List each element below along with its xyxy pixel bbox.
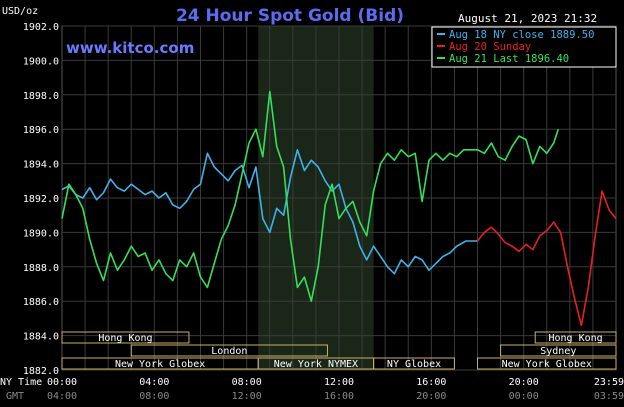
series-line-0 [61, 149, 478, 275]
y-tick-label: 1888.0 [23, 263, 59, 274]
y-tick-label: 1898.0 [23, 91, 59, 102]
y-tick-label: 1902.0 [23, 22, 59, 33]
timestamp: August 21, 2023 21:32 [458, 12, 597, 25]
legend-entry: Aug 18 NY close 1889.50 [449, 29, 594, 41]
session-label: Hong Kong [549, 333, 603, 344]
x-tick-label-gmt: 08:00 [139, 391, 169, 402]
session-bar [130, 344, 328, 357]
y-tick-label: 1896.0 [23, 125, 59, 136]
session-label: New York Globex [115, 359, 205, 370]
session-label: London [211, 346, 247, 357]
session-label: Sydney [540, 346, 576, 357]
x-tick-label-ny: 04:00 [139, 377, 169, 388]
x-tick-label-ny: 12:00 [324, 377, 354, 388]
x-tick-label-ny: 23:59 [594, 377, 624, 388]
y-tick-label: 1884.0 [23, 332, 59, 343]
x-tick-label-ny: 08:00 [232, 377, 262, 388]
legend-entry: Aug 20 Sunday [449, 41, 531, 53]
session-bar [477, 357, 617, 370]
x-tick-label-ny: 20:00 [509, 377, 539, 388]
series-line-1 [476, 190, 617, 327]
series-line-2 [61, 90, 560, 303]
x-tick-label-ny: 00:00 [47, 377, 77, 388]
x-tick-label-ny: 16:00 [416, 377, 446, 388]
y-tick-label: 1892.0 [23, 194, 59, 205]
y-tick-label: 1894.0 [23, 160, 59, 171]
y-tick-label: 1882.0 [23, 366, 59, 377]
chart-title: 24 Hour Spot Gold (Bid) [176, 6, 404, 26]
legend-box [431, 26, 617, 68]
session-bar [61, 331, 190, 344]
session-bar [500, 344, 617, 357]
x-tick-label-gmt: 00:00 [509, 391, 539, 402]
ny-time-label: NY Time [0, 377, 42, 388]
session-bar [534, 331, 617, 344]
y-tick-label: 1886.0 [23, 297, 59, 308]
session-label: New York NYMEX [274, 359, 358, 370]
session-label: NY Globex [387, 359, 441, 370]
session-bar [373, 357, 455, 370]
session-label: New York Globex [502, 359, 592, 370]
x-tick-label-gmt: 12:00 [232, 391, 262, 402]
x-tick-label-gmt: 20:00 [416, 391, 446, 402]
y-unit-label: USD/oz [2, 6, 38, 17]
gmt-label: GMT [6, 391, 24, 402]
y-tick-label: 1900.0 [23, 56, 59, 67]
legend-entry: Aug 21 Last 1896.40 [449, 53, 569, 65]
x-tick-label-gmt: 16:00 [324, 391, 354, 402]
session-label: Hong Kong [98, 333, 152, 344]
x-tick-label-gmt: 04:00 [47, 391, 77, 402]
y-tick-label: 1890.0 [23, 228, 59, 239]
site-url: www.kitco.com [66, 39, 194, 57]
x-tick-label-gmt: 03:59 [594, 391, 624, 402]
